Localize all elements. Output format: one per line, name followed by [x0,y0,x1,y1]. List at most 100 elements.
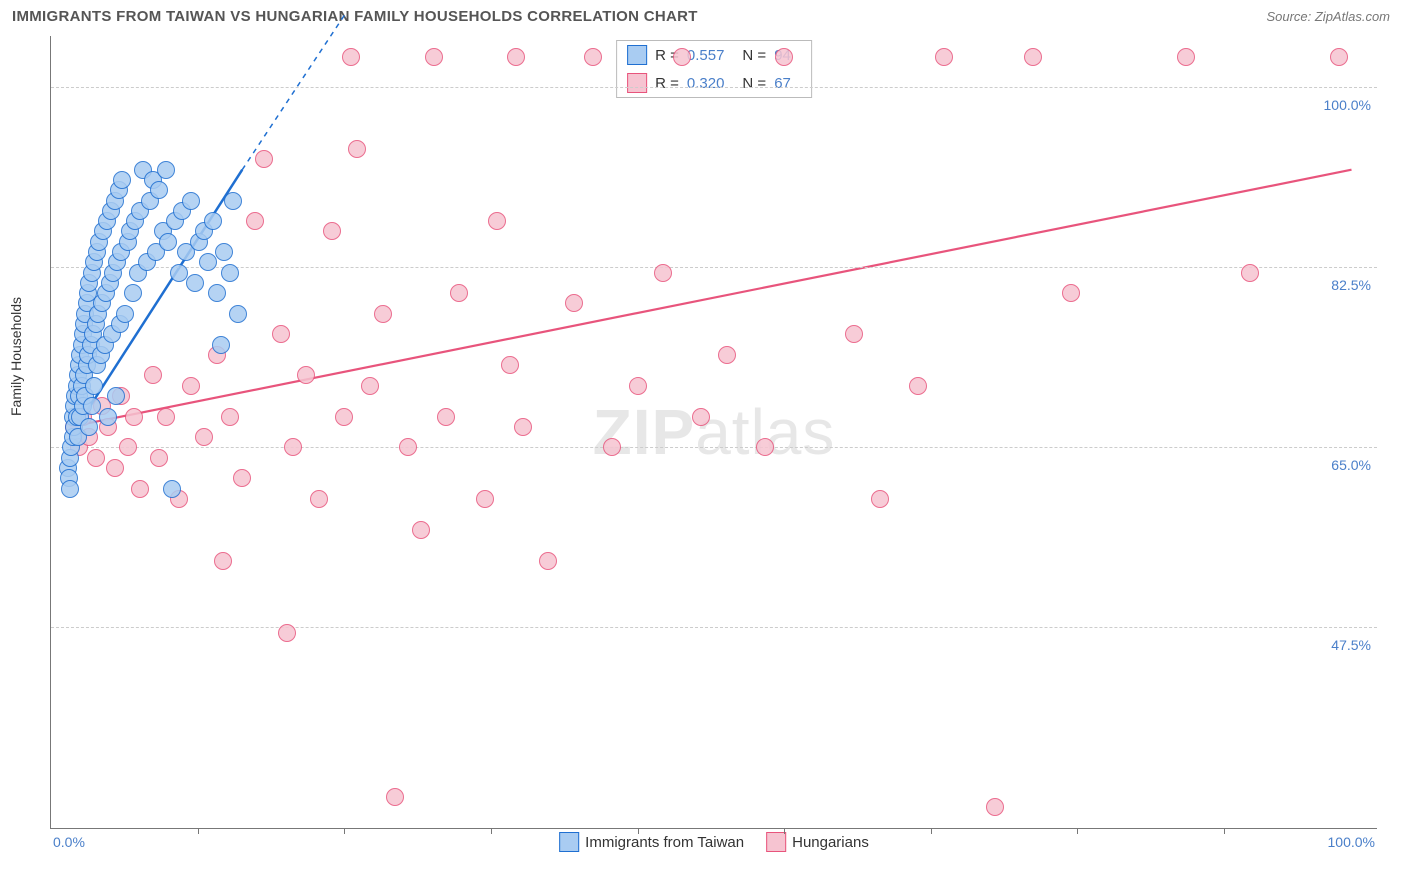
scatter-point [221,264,239,282]
x-axis-min-label: 0.0% [53,834,85,850]
legend-label-hungarian: Hungarians [792,834,869,851]
scatter-point [144,366,162,384]
scatter-point [199,253,217,271]
scatter-point [212,336,230,354]
scatter-point [182,377,200,395]
scatter-point [106,459,124,477]
scatter-point [116,305,134,323]
gridline [51,447,1377,448]
scatter-point [361,377,379,395]
scatter-point [221,408,239,426]
gridline [51,627,1377,628]
scatter-point [87,449,105,467]
scatter-point [488,212,506,230]
legend-item-hungarian: Hungarians [766,832,869,852]
scatter-point [476,490,494,508]
scatter-point [399,438,417,456]
scatter-point [501,356,519,374]
legend-label-taiwan: Immigrants from Taiwan [585,834,744,851]
scatter-point [61,480,79,498]
r-value-hungarian: 0.320 [687,75,725,92]
x-axis-max-label: 100.0% [1328,834,1375,850]
x-tick [931,828,932,834]
chart-source: Source: ZipAtlas.com [1266,9,1390,24]
scatter-point [83,397,101,415]
scatter-point [131,480,149,498]
y-tick-label: 65.0% [1331,457,1371,473]
scatter-point [514,418,532,436]
bottom-legend: Immigrants from Taiwan Hungarians [559,832,869,852]
scatter-point [342,48,360,66]
y-axis-label: Family Households [8,297,24,416]
y-tick-label: 47.5% [1331,637,1371,653]
scatter-point [603,438,621,456]
scatter-point [507,48,525,66]
scatter-point [80,418,98,436]
scatter-point [246,212,264,230]
scatter-point [85,377,103,395]
scatter-point [386,788,404,806]
scatter-point [348,140,366,158]
scatter-point [584,48,602,66]
scatter-point [157,408,175,426]
scatter-point [204,212,222,230]
scatter-point [159,233,177,251]
trend-lines [51,36,1377,828]
scatter-point [310,490,328,508]
scatter-point [437,408,455,426]
n-label: N = [742,75,766,92]
scatter-point [539,552,557,570]
scatter-point [107,387,125,405]
scatter-point [412,521,430,539]
scatter-point [229,305,247,323]
scatter-point [272,325,290,343]
scatter-point [157,161,175,179]
chart-header: IMMIGRANTS FROM TAIWAN VS HUNGARIAN FAMI… [0,0,1406,31]
scatter-point [335,408,353,426]
scatter-point [692,408,710,426]
scatter-point [1024,48,1042,66]
scatter-point [673,48,691,66]
scatter-point [215,243,233,261]
legend-item-taiwan: Immigrants from Taiwan [559,832,744,852]
y-tick-label: 100.0% [1324,97,1371,113]
chart-container: Family Households ZIPatlas R = 0.557 N =… [12,36,1394,846]
gridline [51,87,1377,88]
scatter-point [1177,48,1195,66]
x-tick [1224,828,1225,834]
scatter-point [124,284,142,302]
n-label: N = [742,47,766,64]
scatter-point [425,48,443,66]
scatter-point [113,171,131,189]
scatter-point [278,624,296,642]
scatter-point [224,192,242,210]
scatter-point [871,490,889,508]
swatch-hungarian-icon [766,832,786,852]
scatter-point [986,798,1004,816]
x-tick [491,828,492,834]
scatter-point [284,438,302,456]
scatter-point [450,284,468,302]
plot-area: ZIPatlas R = 0.557 N = 94 R = 0.320 N = … [50,36,1377,829]
scatter-point [150,449,168,467]
scatter-point [150,181,168,199]
scatter-point [718,346,736,364]
scatter-point [775,48,793,66]
scatter-point [163,480,181,498]
scatter-point [255,150,273,168]
scatter-point [935,48,953,66]
x-tick [1077,828,1078,834]
scatter-point [374,305,392,323]
x-tick [784,828,785,834]
watermark: ZIPatlas [593,395,836,469]
scatter-point [1330,48,1348,66]
scatter-point [845,325,863,343]
swatch-taiwan [627,45,647,65]
scatter-point [125,408,143,426]
scatter-point [182,192,200,210]
scatter-point [629,377,647,395]
chart-title: IMMIGRANTS FROM TAIWAN VS HUNGARIAN FAMI… [12,8,698,25]
scatter-point [654,264,672,282]
r-label: R = [655,75,679,92]
scatter-point [565,294,583,312]
